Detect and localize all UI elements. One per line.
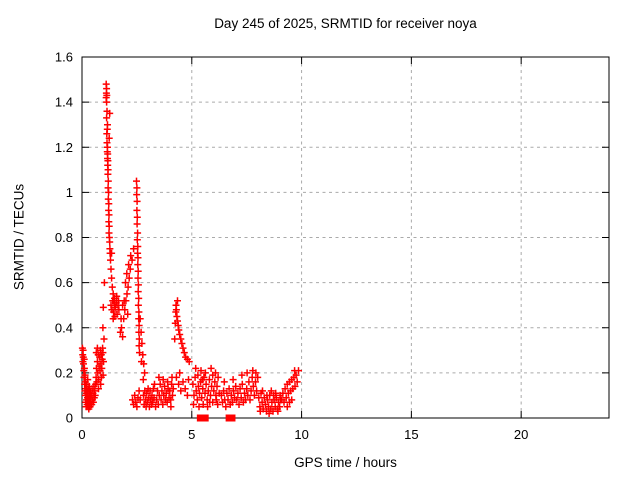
y-tick-label: 1.4	[55, 95, 73, 110]
y-tick-label: 0	[66, 411, 73, 426]
x-tick-label: 5	[188, 427, 195, 442]
zero-marker	[201, 414, 209, 422]
zero-marker	[196, 414, 204, 422]
y-tick-label: 1	[66, 185, 73, 200]
scatter-points	[78, 80, 302, 417]
zero-marker	[228, 414, 236, 422]
y-tick-label: 0.8	[55, 230, 73, 245]
chart-title: Day 245 of 2025, SRMTID for receiver noy…	[214, 16, 477, 31]
y-tick-label: 0.4	[55, 320, 73, 335]
x-tick-label: 10	[294, 427, 308, 442]
y-tick-label: 1.2	[55, 140, 73, 155]
y-tick-label: 1.6	[55, 50, 73, 65]
x-axis-label: GPS time / hours	[294, 455, 397, 470]
y-tick-label: 0.6	[55, 275, 73, 290]
x-tick-label: 15	[404, 427, 418, 442]
x-tick-label: 0	[78, 427, 85, 442]
y-tick-label: 0.2	[55, 365, 73, 380]
x-tick-label: 20	[514, 427, 528, 442]
